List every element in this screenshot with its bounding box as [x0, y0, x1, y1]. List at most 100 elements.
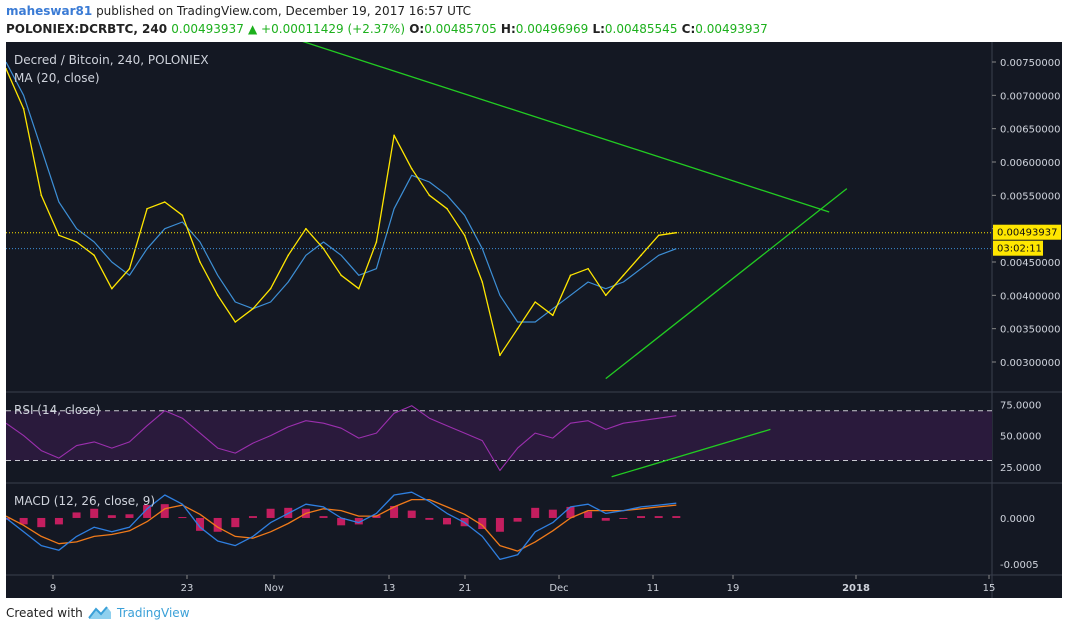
price-point	[428, 194, 431, 197]
macd-histogram-bar	[407, 510, 416, 518]
price-axis-label: 0.00750000	[1000, 58, 1060, 69]
time-axis-label: Dec	[549, 583, 568, 594]
rsi-line[interactable]	[5, 405, 677, 472]
macd-histogram-bar	[566, 506, 575, 518]
rsi-axis-label: 25.0000	[1000, 463, 1041, 474]
macd-histogram-bar	[478, 517, 487, 529]
rsi-trendline[interactable]	[611, 428, 771, 478]
rsi-pane-title: RSI (14, close)	[14, 403, 100, 417]
price-point	[534, 301, 536, 303]
published-text: published on TradingView.com, December 1…	[96, 4, 471, 18]
macd-histogram-bar	[548, 509, 557, 518]
macd-histogram-bar	[390, 506, 399, 518]
price-point	[375, 241, 378, 243]
time-axis-label: 19	[727, 583, 740, 594]
time-axis-label: 23	[181, 583, 194, 594]
price-point	[569, 274, 572, 277]
time-axis-label: 15	[983, 583, 996, 594]
macd-histogram-bar	[319, 516, 328, 518]
price-point	[22, 107, 25, 110]
price-point	[58, 234, 60, 237]
close-value: 0.00493937	[695, 22, 768, 36]
macd-histogram-bar	[672, 516, 681, 518]
macd-histogram-bar	[637, 516, 646, 518]
macd-histogram-bar	[266, 508, 275, 518]
macd-histogram-bar	[495, 517, 504, 532]
trendline[interactable]	[605, 188, 848, 380]
chart-area[interactable]: 0.00300000 0.00350000 0.00400000 0.00450000…	[2, 38, 1062, 598]
price-point	[252, 307, 254, 310]
price-point	[181, 214, 184, 217]
macd-histogram-bar	[37, 517, 46, 528]
tradingview-logo-icon	[88, 606, 111, 619]
trendline[interactable]	[293, 38, 830, 213]
macd-histogram-bar	[248, 516, 257, 518]
price-axis-label: 0.00550000	[1000, 191, 1060, 202]
price-point	[216, 294, 219, 297]
price-point	[40, 194, 43, 197]
close-label: C:	[681, 22, 696, 36]
macd-histogram-bar	[125, 514, 134, 518]
price-axis-label: 0.00450000	[1000, 258, 1060, 269]
price-point	[234, 321, 237, 323]
price-point	[199, 261, 201, 263]
price-axis-label: 0.00650000	[1000, 125, 1060, 136]
price-point	[552, 314, 554, 317]
price-axis-label: 0.00400000	[1000, 291, 1060, 302]
price-point	[340, 274, 342, 277]
main-pane-title: Decred / Bitcoin, 240, POLONIEX	[14, 53, 209, 67]
chart-header: maheswar81 published on TradingView.com,…	[0, 0, 1069, 42]
macd-histogram-bar	[337, 517, 346, 526]
time-axis-label: Nov	[264, 583, 284, 594]
macd-histogram-bar	[72, 512, 81, 518]
macd-line[interactable]	[5, 491, 677, 561]
macd-histogram-bar	[443, 517, 451, 525]
macd-axis-label: -0.0005	[1000, 560, 1039, 571]
macd-axis-label: 0.0000	[1000, 514, 1035, 525]
macd-histogram-bar	[231, 517, 240, 528]
time-axis-label: 21	[459, 583, 472, 594]
author-link[interactable]: maheswar81	[6, 4, 93, 18]
price-point	[481, 281, 484, 283]
price-point	[287, 254, 290, 257]
macd-histogram-bar	[19, 517, 28, 525]
price-axis-label: 0.00600000	[1000, 158, 1060, 169]
price-point	[358, 287, 360, 290]
quote-line: POLONIEX:DCRBTC, 240 0.00493937 ▲ +0.000…	[6, 22, 768, 36]
chart-canvas[interactable]: 0.00300000 0.00350000 0.00400000 0.00450000…	[2, 38, 1062, 598]
price-change: ▲ +0.00011429 (+2.37%)	[248, 22, 405, 36]
price-point	[305, 227, 307, 230]
price-point	[499, 354, 501, 357]
macd-histogram-bar	[196, 517, 205, 531]
price-axis-label: 0.00350000	[1000, 325, 1060, 336]
macd-histogram-bar	[425, 517, 434, 520]
price-axis-label: 0.00700000	[1000, 91, 1060, 102]
price-point	[5, 67, 7, 70]
low-label: L:	[592, 22, 605, 36]
low-value: 0.00485545	[604, 22, 678, 36]
price-point	[393, 134, 395, 137]
price-point	[75, 241, 78, 243]
macd-histogram-bar	[160, 504, 169, 518]
macd-signal-line[interactable]	[5, 498, 677, 552]
price-point	[604, 294, 607, 297]
rsi-axis-label: 75.0000	[1000, 400, 1041, 411]
price-point	[146, 207, 148, 210]
macd-histogram-bar	[531, 507, 540, 518]
footer: Created with TradingView	[0, 598, 1069, 631]
macd-histogram-bar	[213, 517, 222, 532]
price-point	[93, 254, 95, 257]
last-price: 0.00493937	[171, 22, 244, 36]
ma-legend-label: MA (20, close)	[14, 71, 100, 85]
price-point	[410, 167, 413, 170]
open-value: 0.00485705	[424, 22, 497, 36]
time-axis-label: 2018	[842, 583, 870, 594]
tradingview-brand-link[interactable]: TradingView	[117, 606, 190, 620]
price-point	[640, 254, 642, 257]
ma-line[interactable]	[5, 61, 677, 323]
last-price-tag-label: 0.00493937	[997, 228, 1057, 239]
high-label: H:	[500, 22, 516, 36]
macd-histogram-bar	[584, 511, 593, 518]
last-price-tag	[993, 224, 1061, 240]
countdown-tag-label: 03:02:11	[997, 244, 1042, 255]
